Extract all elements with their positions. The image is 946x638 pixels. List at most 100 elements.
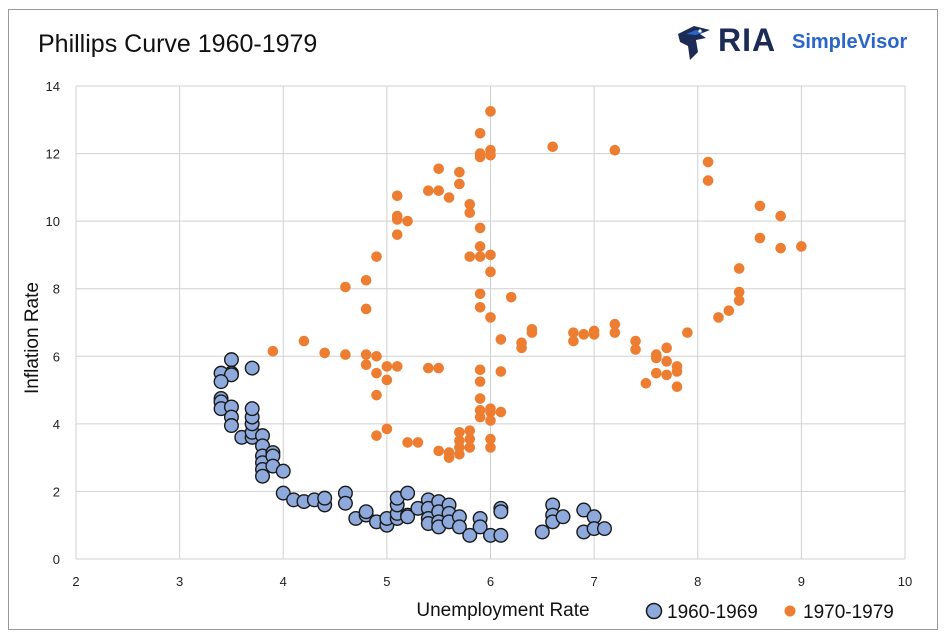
data-point-1970-1979 (391, 214, 403, 225)
data-point-1960-1969 (555, 509, 571, 525)
data-point-1960-1969 (400, 485, 416, 501)
data-point-1970-1979 (381, 423, 393, 435)
x-tick-label: 10 (898, 574, 912, 589)
data-point-1970-1979 (723, 305, 735, 316)
legend-marker-1970-1979 (784, 605, 796, 617)
data-point-1970-1979 (474, 393, 486, 404)
data-point-1960-1969 (462, 527, 478, 543)
data-point-1970-1979 (609, 144, 621, 156)
data-point-1960-1969 (244, 360, 260, 376)
data-point-1970-1979 (661, 342, 672, 354)
data-point-1970-1979 (485, 442, 496, 453)
data-point-1970-1979 (651, 367, 662, 379)
data-point-1970-1979 (485, 433, 496, 445)
data-point-1970-1979 (495, 366, 507, 377)
data-point-1960-1969 (472, 519, 488, 535)
logo-ria-text: RIA (718, 22, 777, 58)
y-tick-label: 12 (46, 147, 60, 162)
data-point-1970-1979 (713, 312, 724, 323)
legend-marker-1960-1969 (645, 602, 663, 620)
logo: RIA SimpleVisor (676, 20, 926, 64)
data-point-1960-1969 (317, 490, 333, 506)
x-tick-label: 5 (383, 574, 390, 589)
data-point-1970-1979 (267, 345, 279, 357)
data-point-1960-1969 (255, 468, 271, 484)
data-point-1970-1979 (412, 437, 424, 448)
data-point-1970-1979 (402, 215, 413, 227)
data-point-1970-1979 (516, 342, 527, 354)
data-point-1960-1969 (493, 504, 509, 520)
data-point-1970-1979 (775, 210, 786, 222)
data-point-1970-1979 (474, 222, 486, 234)
legend-label-1960-1969: 1960-1969 (667, 602, 758, 623)
series-1960-1969 (213, 352, 612, 543)
y-axis-label: Inflation Rate (22, 282, 43, 394)
data-point-1960-1969 (337, 495, 353, 511)
data-point-1970-1979 (505, 291, 517, 303)
data-point-1960-1969 (576, 502, 592, 518)
data-point-1970-1979 (733, 286, 745, 298)
data-point-1970-1979 (485, 406, 496, 418)
data-point-1970-1979 (340, 281, 351, 293)
data-point-1970-1979 (754, 232, 766, 244)
data-point-1970-1979 (568, 327, 579, 338)
data-point-1970-1979 (485, 266, 496, 278)
data-point-1970-1979 (754, 200, 766, 212)
data-point-1970-1979 (464, 433, 476, 445)
data-point-1970-1979 (474, 301, 486, 313)
data-point-1970-1979 (733, 295, 745, 306)
data-point-1970-1979 (464, 198, 476, 210)
legend: 1960-1969 1970-1979 (645, 602, 894, 623)
data-point-1970-1979 (443, 447, 455, 458)
data-point-1960-1969 (244, 401, 260, 417)
data-point-1970-1979 (568, 335, 579, 347)
data-point-1970-1979 (609, 318, 621, 330)
data-point-1970-1979 (495, 406, 507, 418)
data-point-1970-1979 (474, 288, 486, 300)
logo-simplevisor-text: SimpleVisor (792, 31, 908, 53)
x-tick-label: 2 (72, 574, 79, 589)
data-point-1970-1979 (371, 389, 382, 401)
data-point-1970-1979 (433, 185, 444, 197)
data-point-1970-1979 (630, 344, 641, 355)
data-point-1970-1979 (474, 364, 486, 376)
data-point-1970-1979 (640, 378, 652, 389)
data-point-1970-1979 (474, 411, 486, 423)
data-point-1970-1979 (796, 241, 807, 252)
data-point-1970-1979 (454, 448, 465, 460)
data-point-1970-1979 (433, 163, 444, 175)
data-point-1970-1979 (454, 166, 465, 178)
data-point-1970-1979 (485, 415, 496, 426)
data-point-1970-1979 (454, 427, 465, 438)
data-point-1970-1979 (651, 352, 662, 364)
data-point-1960-1969 (223, 418, 239, 434)
data-point-1970-1979 (464, 442, 476, 453)
grid-lines (75, 85, 906, 560)
y-tick-label: 6 (53, 349, 60, 364)
data-point-1970-1979 (588, 329, 600, 340)
data-point-1970-1979 (702, 156, 714, 168)
data-point-1970-1979 (474, 376, 486, 387)
legend-label-1970-1979: 1970-1979 (803, 602, 894, 623)
data-point-1970-1979 (381, 361, 393, 372)
data-point-1970-1979 (474, 151, 486, 163)
data-point-1960-1969 (223, 367, 239, 383)
x-tick-label: 4 (280, 574, 287, 589)
data-point-1970-1979 (464, 425, 476, 436)
data-point-1970-1979 (775, 242, 786, 254)
data-point-1970-1979 (609, 327, 621, 338)
data-point-1970-1979 (433, 362, 444, 374)
data-point-1970-1979 (661, 369, 672, 381)
data-point-1970-1979 (671, 381, 683, 392)
data-point-1970-1979 (402, 437, 413, 448)
data-point-1970-1979 (547, 141, 558, 153)
data-point-1970-1979 (485, 312, 496, 323)
data-point-1970-1979 (319, 347, 331, 359)
data-point-1970-1979 (381, 374, 393, 386)
data-point-1970-1979 (423, 185, 434, 197)
y-tick-label: 4 (53, 417, 60, 432)
data-point-1970-1979 (485, 106, 496, 117)
data-point-1970-1979 (433, 445, 444, 457)
